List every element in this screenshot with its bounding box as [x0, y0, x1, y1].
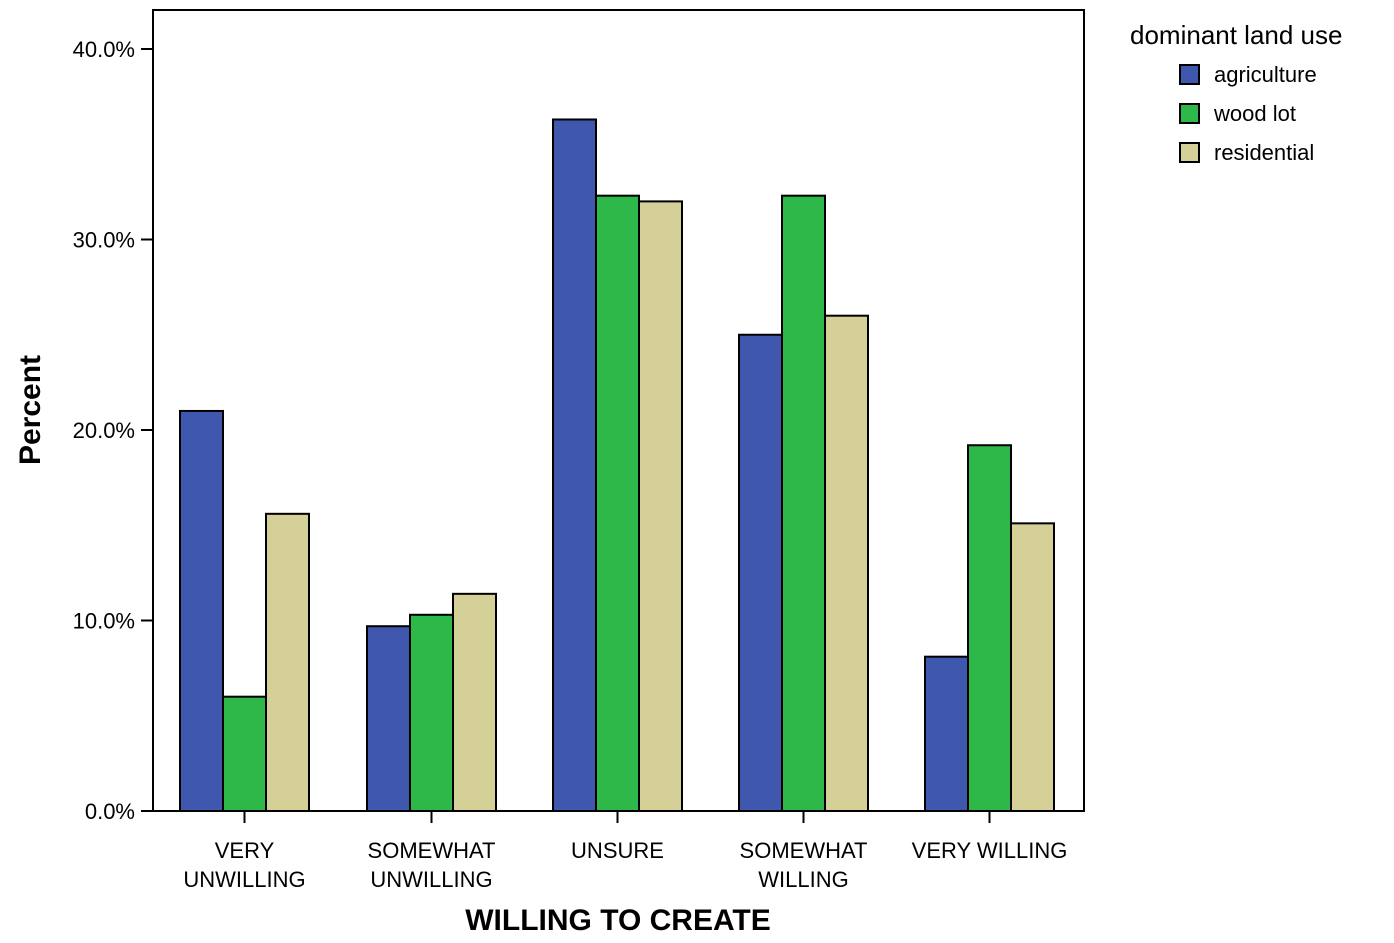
legend-label-agriculture: agriculture — [1214, 62, 1317, 87]
bar-residential-2 — [638, 200, 683, 812]
legend-swatch-wood-lot — [1179, 103, 1200, 124]
bar-residential-1 — [452, 592, 497, 813]
legend-swatch-residential — [1179, 142, 1200, 163]
y-tick-label: 10.0% — [73, 609, 135, 634]
y-axis-title: Percent — [14, 355, 47, 465]
bar-residential-0 — [265, 512, 310, 812]
x-axis-title: WILLING TO CREATE — [465, 904, 771, 937]
x-category-label: SOMEWHAT — [368, 838, 496, 863]
y-tick-label: 30.0% — [73, 228, 135, 253]
x-category-label: VERY WILLING — [912, 838, 1068, 863]
bars-layer — [179, 118, 1055, 813]
y-tick-label: 20.0% — [73, 418, 135, 443]
bar-wood-lot-4 — [967, 444, 1012, 812]
bar-agriculture-3 — [738, 333, 783, 812]
x-axis: VERY UNWILLING SOMEWHAT UNWILLING UNSURE SOME… — [183, 811, 1067, 892]
legend-label-residential: residential — [1214, 140, 1314, 165]
y-tick-label: 40.0% — [73, 37, 135, 62]
bar-wood-lot-3 — [781, 194, 826, 812]
bar-agriculture-2 — [552, 118, 597, 813]
bar-residential-3 — [824, 314, 869, 812]
x-category-label: WILLING — [758, 867, 848, 892]
y-axis: 0.0% 10.0% 20.0% 30.0% 40.0% — [73, 37, 153, 824]
legend-title: dominant land use — [1130, 20, 1342, 50]
bar-agriculture-1 — [366, 625, 411, 813]
legend-label-wood-lot: wood lot — [1213, 101, 1296, 126]
x-category-label: UNWILLING — [183, 867, 305, 892]
bar-agriculture-4 — [924, 655, 969, 812]
y-tick-label: 0.0% — [85, 799, 135, 824]
x-category-label: UNSURE — [571, 838, 664, 863]
bar-wood-lot-2 — [595, 194, 640, 812]
x-category-label: VERY — [215, 838, 275, 863]
x-category-label: UNWILLING — [370, 867, 492, 892]
bar-residential-4 — [1010, 522, 1055, 812]
x-category-label: SOMEWHAT — [740, 838, 868, 863]
legend: dominant land use agriculture wood lot res… — [1130, 20, 1342, 165]
bar-wood-lot-1 — [409, 613, 454, 812]
legend-swatch-agriculture — [1179, 64, 1200, 85]
bar-agriculture-0 — [179, 409, 224, 812]
bar-wood-lot-0 — [222, 695, 267, 813]
